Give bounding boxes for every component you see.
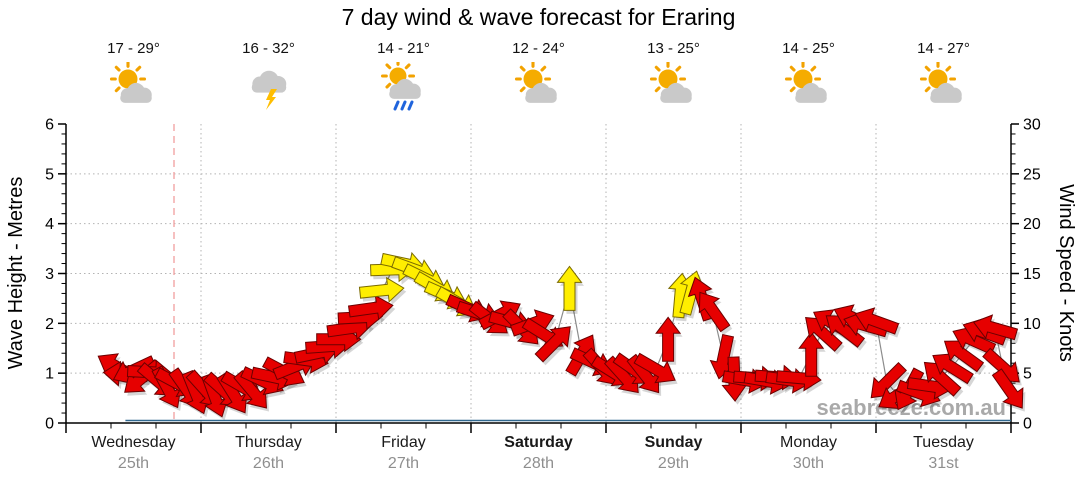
day-name: Sunday	[644, 434, 703, 451]
weather-icon-sun-cloud	[784, 60, 827, 103]
wind-arrow	[633, 352, 676, 384]
left-tick-label: 6	[45, 117, 54, 134]
right-tick-label: 30	[1023, 117, 1041, 134]
day-label-friday: Friday 27th	[336, 434, 471, 473]
wind-arrow	[923, 361, 962, 397]
day-date: 25th	[117, 455, 150, 472]
day-label-tuesday: Tuesday 31st	[876, 434, 1011, 473]
left-tick-label: 3	[45, 266, 54, 283]
day-label-wednesday: Wednesday 25th	[66, 434, 201, 473]
right-tick-label: 20	[1023, 216, 1041, 233]
day-temp-range: 17 - 29°	[107, 40, 160, 57]
left-tick-label: 5	[45, 166, 54, 183]
day-date: 27th	[387, 455, 420, 472]
wind-arrow	[534, 326, 571, 363]
wind-arrow	[825, 315, 866, 348]
weather-icon-sun-cloud	[109, 60, 152, 103]
day-temp-range: 14 - 21°	[377, 40, 430, 57]
wind-arrow	[854, 307, 900, 335]
wind-arrow	[347, 294, 394, 321]
day-summary-monday: 14 - 25°	[741, 40, 876, 117]
weather-icon-sun-cloud	[514, 60, 557, 103]
left-tick-label: 1	[45, 366, 54, 383]
wind-arrow	[655, 316, 682, 362]
day-name: Thursday	[235, 434, 302, 451]
left-tick-label: 4	[45, 216, 54, 233]
day-label-thursday: Thursday 26th	[201, 434, 336, 473]
weather-icon-sun-cloud	[919, 60, 962, 103]
chart-title: 7 day wind & wave forecast for Eraring	[341, 4, 736, 30]
day-name: Friday	[381, 434, 426, 451]
day-temp-range: 16 - 32°	[242, 40, 295, 57]
day-date: 26th	[252, 455, 285, 472]
right-tick-label: 5	[1023, 366, 1032, 383]
day-label-monday: Monday 30th	[741, 434, 876, 473]
right-tick-label: 0	[1023, 416, 1032, 433]
day-label-saturday: Saturday 28th	[471, 434, 606, 473]
day-summary-friday: 14 - 21°	[336, 40, 471, 117]
weather-icon-sun-cloud-rain	[380, 58, 421, 111]
day-date: 30th	[792, 455, 825, 472]
day-summary-thursday: 16 - 32°	[201, 40, 336, 117]
left-tick-label: 0	[45, 416, 54, 433]
day-temp-range: 12 - 24°	[512, 40, 565, 57]
wind-arrow	[603, 355, 639, 394]
day-date: 29th	[657, 455, 690, 472]
day-name: Monday	[780, 434, 837, 451]
day-summary-wednesday: 17 - 29°	[66, 40, 201, 117]
day-temp-range: 14 - 25°	[782, 40, 835, 57]
wind-arrow	[805, 317, 843, 352]
day-label-sunday: Sunday 29th	[606, 434, 741, 473]
wind-arrow-strong	[358, 276, 405, 303]
wind-arrow	[932, 353, 974, 385]
wind-arrows	[97, 251, 1024, 418]
day-summary-saturday: 12 - 24°	[471, 40, 606, 117]
wind-arrow	[943, 340, 985, 373]
right-tick-label: 15	[1023, 266, 1041, 283]
day-temp-range: 13 - 25°	[647, 40, 700, 57]
wind-arrow	[991, 368, 1024, 409]
weather-icon-storm	[251, 70, 286, 110]
left-tick-label: 2	[45, 316, 54, 333]
day-summary-tuesday: 14 - 27°	[876, 40, 1011, 117]
day-name: Tuesday	[913, 434, 974, 451]
day-name: Wednesday	[91, 434, 176, 451]
wind-arrow	[972, 314, 1019, 341]
day-date: 31st	[928, 455, 959, 472]
wind-arrow	[798, 331, 825, 377]
wind-arrow	[233, 370, 267, 409]
day-temp-range: 14 - 27°	[917, 40, 970, 57]
right-tick-label: 10	[1023, 316, 1041, 333]
right-tick-label: 25	[1023, 166, 1041, 183]
weather-icon-sun-cloud	[649, 60, 692, 103]
day-name: Saturday	[504, 434, 573, 451]
day-date: 28th	[522, 455, 555, 472]
wind-arrow-strong	[556, 265, 583, 311]
day-summary-sunday: 13 - 25°	[606, 40, 741, 117]
wind-arrow	[698, 291, 731, 333]
